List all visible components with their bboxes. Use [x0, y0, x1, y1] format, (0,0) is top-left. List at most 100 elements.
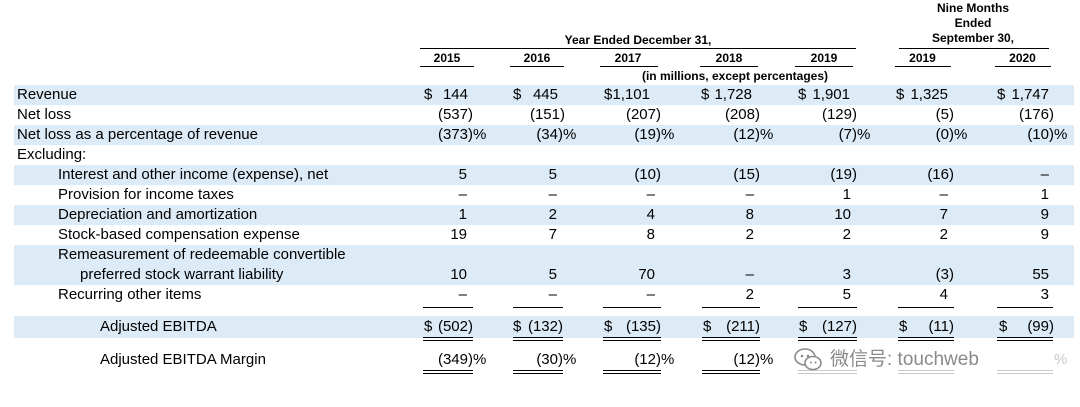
year-rule-2015 [420, 66, 474, 67]
row-label-adj-ebitda: Adjusted EBITDA [100, 318, 217, 335]
header-nine-months-line1: Nine Months [937, 1, 1009, 15]
cell-revenue-2016: 445 [532, 86, 558, 103]
cell-revenue-2018: 1,728 [714, 86, 752, 103]
percent-sign: % [760, 351, 774, 368]
cell-provision-2016: – [548, 186, 557, 203]
wechat-icon [794, 348, 822, 371]
margin-double-rule [513, 370, 563, 374]
cell-recurring-2015: – [458, 286, 467, 303]
margin-double-rule [603, 370, 661, 374]
cell-adj-ebitda-2016: (132) [527, 318, 563, 335]
cell-provision-2019-nine: – [939, 186, 948, 203]
row-label-depreciation: Depreciation and amortization [58, 206, 258, 223]
dollar-sign: $ [424, 318, 433, 335]
table-row-recurring: Recurring other items – – – 2 5 4 3 [0, 285, 1080, 305]
dollar-sign: $ [997, 86, 1006, 103]
cell-net-loss-pct-2019-nine: (0) [935, 126, 954, 143]
cell-net-loss-2017: (207) [625, 106, 661, 123]
cell-interest-2017: (10) [634, 166, 661, 183]
cell-revenue-2019-nine: 1,325 [910, 86, 948, 103]
total-double-rule [702, 337, 760, 341]
cell-depreciation-2019: 10 [834, 206, 851, 223]
cell-adj-margin-2016: (30) [536, 351, 563, 368]
table-row-depreciation: Depreciation and amortization 1 2 4 8 10… [0, 205, 1080, 225]
table-row-provision: Provision for income taxes – – – – 1 – 1 [0, 185, 1080, 205]
table-row-adj-margin: Adjusted EBITDA Margin (349)% (30)% (12)… [0, 350, 1080, 370]
cell-adj-ebitda-2020-nine: (99) [1027, 318, 1054, 335]
col-header-2017: 2017 [614, 51, 642, 65]
cell-net-loss-pct-2018: (12) [733, 126, 760, 143]
cell-adj-ebitda-2017: (135) [625, 318, 661, 335]
cell-revenue-2017: 1,101 [612, 86, 650, 103]
cell-stock-comp-2019-nine: 2 [939, 226, 948, 243]
cell-remeasurement-2019: 3 [842, 266, 851, 283]
cell-depreciation-2017: 4 [646, 206, 655, 223]
col-header-2019-nine: 2019 [909, 51, 936, 65]
dollar-sign: $ [513, 86, 522, 103]
dollar-sign: $ [701, 86, 710, 103]
cell-adj-margin-2015: (349) [437, 351, 473, 368]
subtotal-rule [798, 307, 857, 308]
total-double-rule [603, 337, 661, 341]
cell-recurring-2016: – [548, 286, 557, 303]
dollar-sign: $ [999, 318, 1008, 335]
cell-net-loss-pct-2019: (7) [838, 126, 857, 143]
row-label-recurring: Recurring other items [58, 286, 202, 303]
table-row-excluding: Excluding: [0, 145, 1080, 165]
percent-sign: % [760, 126, 774, 143]
dollar-sign: $ [604, 86, 613, 103]
subtotal-rule [702, 307, 760, 308]
cell-revenue-2020-nine: 1,747 [1011, 86, 1049, 103]
cell-remeasurement-2015: 10 [450, 266, 467, 283]
dollar-sign: $ [896, 86, 905, 103]
cell-net-loss-2019-nine: (5) [935, 106, 954, 123]
percent-sign: % [1054, 126, 1068, 143]
subtotal-rule [603, 307, 661, 308]
cell-interest-2020-nine: – [1040, 166, 1049, 183]
row-label-remeasurement-line1: Remeasurement of redeemable convertible [58, 246, 346, 263]
cell-stock-comp-2016: 7 [548, 226, 557, 243]
cell-remeasurement-2018: – [745, 266, 754, 283]
cell-stock-comp-2018: 2 [745, 226, 754, 243]
cell-stock-comp-2017: 8 [646, 226, 655, 243]
subtotal-rule [513, 307, 563, 308]
col-header-2016: 2016 [523, 51, 551, 65]
table-row-revenue: Revenue $ 144 $ 445 $ 1,101 $ 1,728 $ 1,… [0, 85, 1080, 105]
cell-interest-2015: 5 [458, 166, 467, 183]
cell-net-loss-2016: (151) [529, 106, 565, 123]
cell-recurring-2017: – [646, 286, 655, 303]
subtotal-rule [997, 307, 1053, 308]
band-revenue [14, 85, 1074, 105]
cell-stock-comp-2019: 2 [842, 226, 851, 243]
year-rule-2019 [795, 66, 853, 67]
percent-sign: % [954, 126, 968, 143]
header-nine-months: Nine Months Ended September 30, [908, 1, 1038, 46]
cell-recurring-2019-nine: 4 [939, 286, 948, 303]
dollar-sign: $ [899, 318, 908, 335]
cell-adj-ebitda-2019-nine: (11) [928, 318, 954, 335]
cell-interest-2016: 5 [548, 166, 557, 183]
watermark: 微信号: touchweb [790, 343, 1080, 377]
cell-recurring-2018: 2 [745, 286, 754, 303]
col-header-2019: 2019 [810, 51, 838, 65]
row-label-stock-comp: Stock-based compensation expense [58, 226, 300, 243]
band-remeasurement [14, 245, 1074, 285]
subtotal-rule [898, 307, 954, 308]
table-row-interest: Interest and other income (expense), net… [0, 165, 1080, 185]
cell-depreciation-2018: 8 [745, 206, 754, 223]
table-row-adj-ebitda: Adjusted EBITDA $ (502) $ (132) $ (135) … [0, 317, 1080, 337]
year-rule-2016 [510, 66, 564, 67]
cell-adj-ebitda-2015: (502) [437, 318, 473, 335]
cell-revenue-2015: 144 [442, 86, 468, 103]
units-note: (in millions, except percentages) [641, 69, 829, 83]
cell-depreciation-2019-nine: 7 [939, 206, 948, 223]
band-interest [14, 165, 1074, 185]
percent-sign: % [473, 126, 487, 143]
col-header-2015: 2015 [433, 51, 461, 65]
cell-interest-2019-nine: (16) [927, 166, 954, 183]
year-rule-2018 [700, 66, 758, 67]
cell-remeasurement-2019-nine: (3) [935, 266, 954, 283]
col-header-2018: 2018 [715, 51, 743, 65]
cell-provision-2018: – [745, 186, 754, 203]
row-label-remeasurement-line2: preferred stock warrant liability [80, 266, 284, 283]
